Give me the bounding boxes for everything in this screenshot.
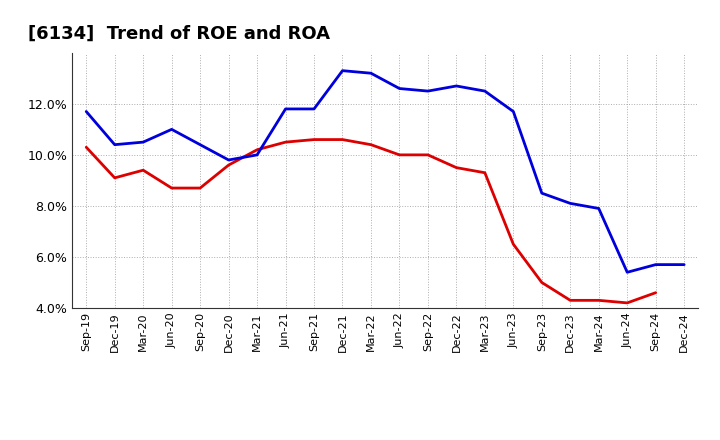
ROA: [652, 262, 660, 267]
ROE: [167, 185, 176, 191]
Line: ROA: ROA: [86, 71, 684, 272]
ROA: [423, 88, 432, 94]
ROA: [253, 152, 261, 158]
ROA: [480, 88, 489, 94]
ROE: [110, 175, 119, 180]
ROA: [395, 86, 404, 91]
ROE: [652, 290, 660, 295]
ROA: [680, 262, 688, 267]
ROA: [509, 109, 518, 114]
ROE: [452, 165, 461, 170]
ROE: [623, 300, 631, 305]
ROE: [310, 137, 318, 142]
ROE: [282, 139, 290, 145]
ROA: [139, 139, 148, 145]
ROE: [566, 298, 575, 303]
ROA: [537, 191, 546, 196]
ROE: [395, 152, 404, 158]
ROA: [167, 127, 176, 132]
ROA: [595, 206, 603, 211]
ROA: [338, 68, 347, 73]
ROA: [452, 83, 461, 88]
ROE: [196, 185, 204, 191]
ROA: [282, 106, 290, 112]
ROA: [225, 158, 233, 163]
ROE: [225, 162, 233, 168]
ROA: [82, 109, 91, 114]
ROE: [139, 168, 148, 173]
ROE: [480, 170, 489, 176]
ROA: [310, 106, 318, 112]
ROE: [82, 145, 91, 150]
ROA: [196, 142, 204, 147]
ROA: [110, 142, 119, 147]
ROE: [537, 280, 546, 285]
Line: ROE: ROE: [86, 139, 656, 303]
ROA: [366, 70, 375, 76]
ROE: [595, 298, 603, 303]
ROE: [338, 137, 347, 142]
ROE: [509, 242, 518, 247]
ROE: [366, 142, 375, 147]
ROE: [253, 147, 261, 152]
ROA: [566, 201, 575, 206]
Text: [6134]  Trend of ROE and ROA: [6134] Trend of ROE and ROA: [28, 25, 330, 43]
ROA: [623, 270, 631, 275]
ROE: [423, 152, 432, 158]
